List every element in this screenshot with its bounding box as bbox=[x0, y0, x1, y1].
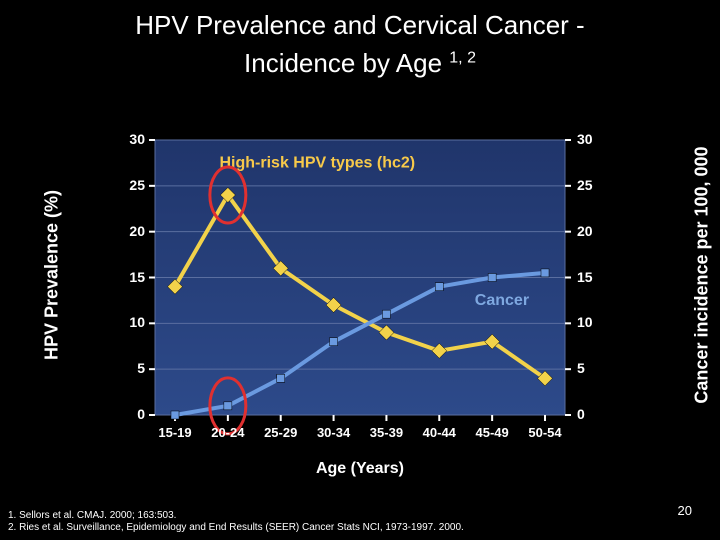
x-tick: 40-44 bbox=[423, 425, 456, 440]
x-tick: 35-39 bbox=[370, 425, 403, 440]
slide: HPV Prevalence and Cervical Cancer - Inc… bbox=[0, 0, 720, 540]
y-right-tick: 20 bbox=[577, 223, 607, 239]
x-tick: 30-34 bbox=[317, 425, 350, 440]
chart-area: High-risk HPV types (hc2) Cancer bbox=[0, 0, 720, 540]
reference-1: 1. Sellors et al. CMAJ. 2000; 163:503. bbox=[8, 510, 464, 522]
y-left-tick: 15 bbox=[115, 269, 145, 285]
x-tick: 45-49 bbox=[476, 425, 509, 440]
y-left-tick: 20 bbox=[115, 223, 145, 239]
x-tick: 50-54 bbox=[528, 425, 561, 440]
svg-text:Cancer: Cancer bbox=[475, 292, 529, 309]
y-right-tick: 30 bbox=[577, 131, 607, 147]
x-tick: 20-24 bbox=[211, 425, 244, 440]
y-left-tick: 25 bbox=[115, 177, 145, 193]
x-tick: 15-19 bbox=[158, 425, 191, 440]
y-right-tick: 5 bbox=[577, 360, 607, 376]
y-left-tick: 10 bbox=[115, 314, 145, 330]
references: 1. Sellors et al. CMAJ. 2000; 163:503. 2… bbox=[8, 510, 464, 534]
y-right-tick: 15 bbox=[577, 269, 607, 285]
y-right-tick: 0 bbox=[577, 406, 607, 422]
y-left-tick: 30 bbox=[115, 131, 145, 147]
svg-text:High-risk HPV types (hc2): High-risk HPV types (hc2) bbox=[220, 155, 416, 172]
y-left-tick: 5 bbox=[115, 360, 145, 376]
y-right-tick: 25 bbox=[577, 177, 607, 193]
page-number: 20 bbox=[678, 503, 692, 518]
x-tick: 25-29 bbox=[264, 425, 297, 440]
y-left-tick: 0 bbox=[115, 406, 145, 422]
reference-2: 2. Ries et al. Surveillance, Epidemiolog… bbox=[8, 522, 464, 534]
y-right-tick: 10 bbox=[577, 314, 607, 330]
